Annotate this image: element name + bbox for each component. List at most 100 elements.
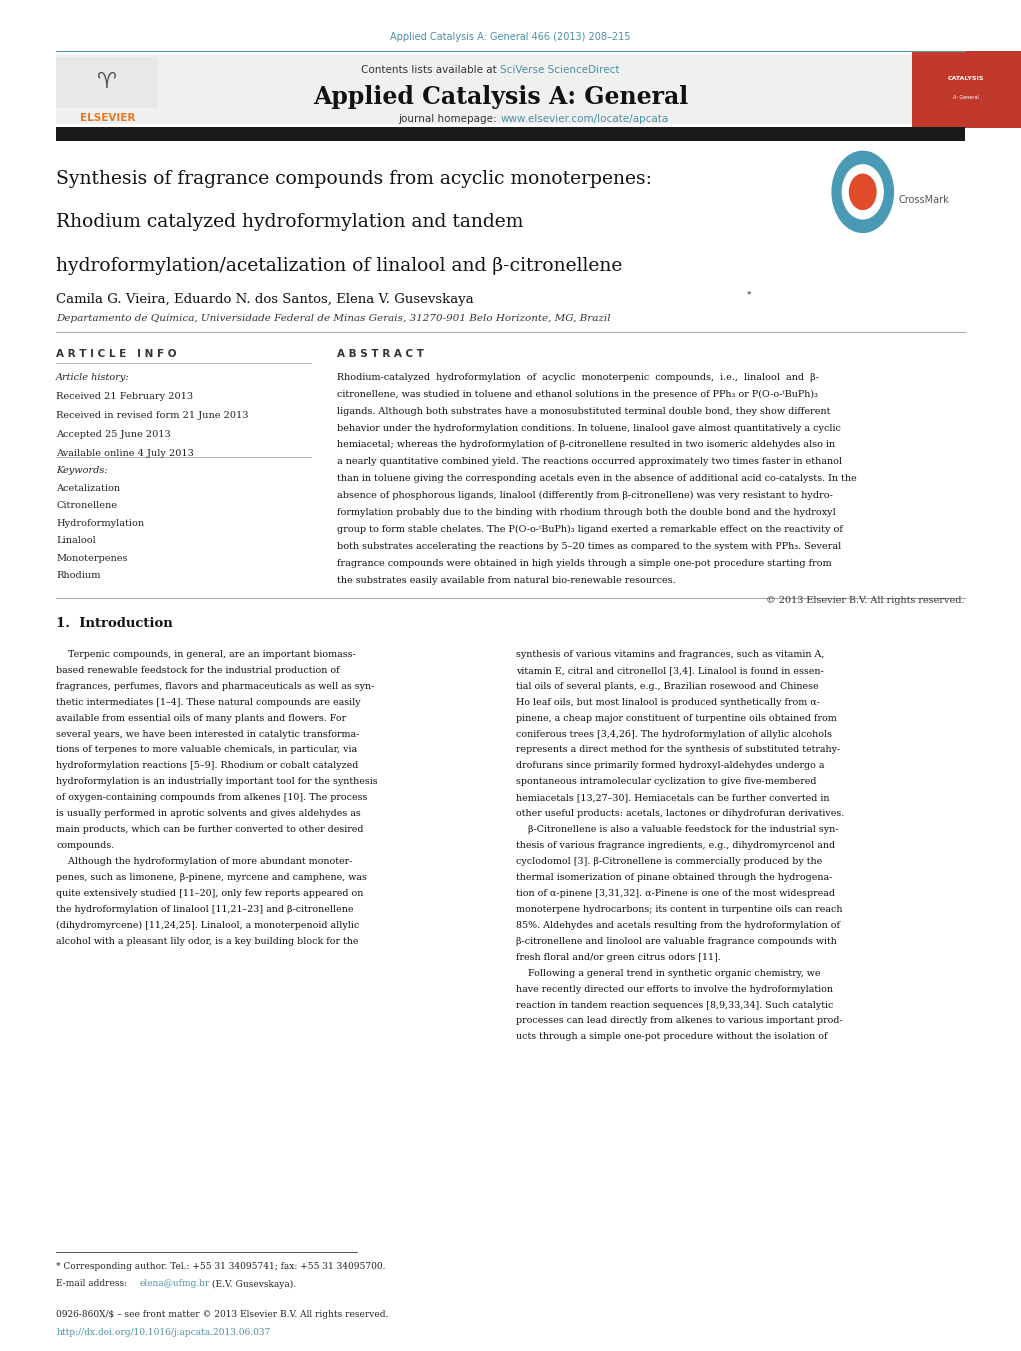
- Text: based renewable feedstock for the industrial production of: based renewable feedstock for the indust…: [56, 666, 340, 674]
- Text: Although the hydroformylation of more abundant monoter-: Although the hydroformylation of more ab…: [56, 857, 352, 866]
- Text: journal homepage:: journal homepage:: [398, 113, 500, 124]
- Text: hydroformylation reactions [5–9]. Rhodium or cobalt catalyzed: hydroformylation reactions [5–9]. Rhodiu…: [56, 762, 358, 770]
- Text: β-Citronellene is also a valuable feedstock for the industrial syn-: β-Citronellene is also a valuable feedst…: [516, 825, 838, 834]
- Text: group to form stable chelates. The P(O-o-ᵗBuPh)₃ ligand exerted a remarkable eff: group to form stable chelates. The P(O-o…: [337, 526, 842, 534]
- Text: other useful products: acetals, lactones or dihydrofuran derivatives.: other useful products: acetals, lactones…: [516, 809, 843, 819]
- Text: synthesis of various vitamins and fragrances, such as vitamin A,: synthesis of various vitamins and fragra…: [516, 650, 824, 659]
- Text: A R T I C L E   I N F O: A R T I C L E I N F O: [56, 349, 177, 358]
- Text: http://dx.doi.org/10.1016/j.apcata.2013.06.037: http://dx.doi.org/10.1016/j.apcata.2013.…: [56, 1328, 271, 1337]
- Text: main products, which can be further converted to other desired: main products, which can be further conv…: [56, 825, 363, 834]
- Text: reaction in tandem reaction sequences [8,9,33,34]. Such catalytic: reaction in tandem reaction sequences [8…: [516, 1001, 833, 1009]
- Text: Accepted 25 June 2013: Accepted 25 June 2013: [56, 430, 171, 439]
- Text: fragrance compounds were obtained in high yields through a simple one-pot proced: fragrance compounds were obtained in hig…: [337, 559, 831, 567]
- Text: 0926-860X/$ – see front matter © 2013 Elsevier B.V. All rights reserved.: 0926-860X/$ – see front matter © 2013 El…: [56, 1310, 389, 1320]
- Text: vitamin E, citral and citronellol [3,4]. Linalool is found in essen-: vitamin E, citral and citronellol [3,4].…: [516, 666, 823, 674]
- Circle shape: [842, 165, 883, 219]
- Text: hemiacetals [13,27–30]. Hemiacetals can be further converted in: hemiacetals [13,27–30]. Hemiacetals can …: [516, 793, 829, 802]
- Text: penes, such as limonene, β-pinene, myrcene and camphene, was: penes, such as limonene, β-pinene, myrce…: [56, 873, 367, 882]
- Text: Acetalization: Acetalization: [56, 484, 120, 493]
- Text: citronellene, was studied in toluene and ethanol solutions in the presence of PP: citronellene, was studied in toluene and…: [337, 390, 818, 399]
- Text: A: General: A: General: [953, 95, 979, 100]
- Text: hydroformylation is an industrially important tool for the synthesis: hydroformylation is an industrially impo…: [56, 777, 378, 786]
- Text: Monoterpenes: Monoterpenes: [56, 554, 128, 563]
- Text: Hydroformylation: Hydroformylation: [56, 519, 144, 528]
- Text: Rhodium-catalyzed  hydroformylation  of  acyclic  monoterpenic  compounds,  i.e.: Rhodium-catalyzed hydroformylation of ac…: [337, 373, 819, 382]
- Text: CATALYSIS: CATALYSIS: [947, 76, 984, 81]
- Bar: [56, 57, 158, 108]
- Text: Available online 4 July 2013: Available online 4 July 2013: [56, 449, 194, 458]
- Text: A B S T R A C T: A B S T R A C T: [337, 349, 424, 358]
- Text: of oxygen-containing compounds from alkenes [10]. The process: of oxygen-containing compounds from alke…: [56, 793, 368, 802]
- Text: a nearly quantitative combined yield. The reactions occurred approximately two t: a nearly quantitative combined yield. Th…: [337, 457, 842, 466]
- Text: 1.  Introduction: 1. Introduction: [56, 617, 173, 631]
- Text: ligands. Although both substrates have a monosubstituted terminal double bond, t: ligands. Although both substrates have a…: [337, 407, 830, 416]
- Text: compounds.: compounds.: [56, 842, 114, 850]
- Text: represents a direct method for the synthesis of substituted tetrahy-: represents a direct method for the synth…: [516, 746, 840, 754]
- Text: *: *: [746, 290, 750, 299]
- Text: spontaneous intramolecular cyclization to give five-membered: spontaneous intramolecular cyclization t…: [516, 777, 816, 786]
- Text: Applied Catalysis A: General 466 (2013) 208–215: Applied Catalysis A: General 466 (2013) …: [390, 32, 631, 42]
- Text: monoterpene hydrocarbons; its content in turpentine oils can reach: monoterpene hydrocarbons; its content in…: [516, 905, 842, 913]
- Text: Linalool: Linalool: [56, 536, 96, 546]
- Text: formylation probably due to the binding with rhodium through both the double bon: formylation probably due to the binding …: [337, 508, 835, 517]
- Text: © 2013 Elsevier B.V. All rights reserved.: © 2013 Elsevier B.V. All rights reserved…: [767, 597, 965, 605]
- Text: Received in revised form 21 June 2013: Received in revised form 21 June 2013: [56, 411, 249, 420]
- Text: behavior under the hydroformylation conditions. In toluene, linalool gave almost: behavior under the hydroformylation cond…: [337, 424, 841, 432]
- Text: have recently directed our efforts to involve the hydroformylation: have recently directed our efforts to in…: [516, 985, 832, 993]
- Bar: [56, 54, 912, 124]
- Text: (E.V. Gusevskaya).: (E.V. Gusevskaya).: [209, 1279, 296, 1289]
- Text: drofurans since primarily formed hydroxyl-aldehydes undergo a: drofurans since primarily formed hydroxy…: [516, 762, 824, 770]
- Text: CrossMark: CrossMark: [898, 195, 950, 205]
- Circle shape: [832, 151, 893, 232]
- Text: the hydroformylation of linalool [11,21–23] and β-citronellene: the hydroformylation of linalool [11,21–…: [56, 905, 353, 913]
- Text: the substrates easily available from natural bio-renewable resources.: the substrates easily available from nat…: [337, 576, 676, 585]
- Text: Contents lists available at: Contents lists available at: [361, 65, 500, 76]
- Text: (dihydromyrcene) [11,24,25]. Linalool, a monoterpenoid allylic: (dihydromyrcene) [11,24,25]. Linalool, a…: [56, 921, 359, 929]
- Text: is usually performed in aprotic solvents and gives aldehydes as: is usually performed in aprotic solvents…: [56, 809, 360, 819]
- Text: Following a general trend in synthetic organic chemistry, we: Following a general trend in synthetic o…: [516, 969, 820, 978]
- Text: Departamento de Química, Universidade Federal de Minas Gerais, 31270-901 Belo Ho: Departamento de Química, Universidade Fe…: [56, 313, 611, 323]
- Text: Rhodium: Rhodium: [56, 571, 101, 581]
- Text: Rhodium catalyzed hydroformylation and tandem: Rhodium catalyzed hydroformylation and t…: [56, 213, 524, 231]
- Text: quite extensively studied [11–20], only few reports appeared on: quite extensively studied [11–20], only …: [56, 889, 363, 898]
- Text: fragrances, perfumes, flavors and pharmaceuticals as well as syn-: fragrances, perfumes, flavors and pharma…: [56, 682, 375, 690]
- Text: 85%. Aldehydes and acetals resulting from the hydroformylation of: 85%. Aldehydes and acetals resulting fro…: [516, 921, 839, 929]
- Text: β-citronellene and linolool are valuable fragrance compounds with: β-citronellene and linolool are valuable…: [516, 936, 836, 946]
- Text: ucts through a simple one-pot procedure without the isolation of: ucts through a simple one-pot procedure …: [516, 1032, 827, 1042]
- Text: * Corresponding author. Tel.: +55 31 34095741; fax: +55 31 34095700.: * Corresponding author. Tel.: +55 31 340…: [56, 1262, 386, 1271]
- Text: elena@ufmg.br: elena@ufmg.br: [140, 1279, 210, 1289]
- Text: ELSEVIER: ELSEVIER: [80, 112, 135, 123]
- Text: thesis of various fragrance ingredients, e.g., dihydromyrcenol and: thesis of various fragrance ingredients,…: [516, 842, 835, 850]
- Text: than in toluene giving the corresponding acetals even in the absence of addition: than in toluene giving the corresponding…: [337, 474, 857, 484]
- Text: hydroformylation/acetalization of linalool and β-citronellene: hydroformylation/acetalization of linalo…: [56, 257, 623, 274]
- Text: Camila G. Vieira, Eduardo N. dos Santos, Elena V. Gusevskaya: Camila G. Vieira, Eduardo N. dos Santos,…: [56, 293, 474, 307]
- Text: coniferous trees [3,4,26]. The hydroformylation of allylic alcohols: coniferous trees [3,4,26]. The hydroform…: [516, 730, 832, 739]
- Text: tions of terpenes to more valuable chemicals, in particular, via: tions of terpenes to more valuable chemi…: [56, 746, 357, 754]
- Text: tion of α-pinene [3,31,32]. α-Pinene is one of the most widespread: tion of α-pinene [3,31,32]. α-Pinene is …: [516, 889, 834, 898]
- Text: E-mail address:: E-mail address:: [56, 1279, 130, 1289]
- Text: both substrates accelerating the reactions by 5–20 times as compared to the syst: both substrates accelerating the reactio…: [337, 542, 841, 551]
- Text: ♈: ♈: [97, 73, 117, 92]
- Text: www.elsevier.com/locate/apcata: www.elsevier.com/locate/apcata: [500, 113, 669, 124]
- Text: available from essential oils of many plants and flowers. For: available from essential oils of many pl…: [56, 713, 346, 723]
- Bar: [912, 51, 1021, 128]
- Text: Citronellene: Citronellene: [56, 501, 117, 511]
- Circle shape: [849, 174, 876, 209]
- Text: alcohol with a pleasant lily odor, is a key building block for the: alcohol with a pleasant lily odor, is a …: [56, 936, 358, 946]
- Text: processes can lead directly from alkenes to various important prod-: processes can lead directly from alkenes…: [516, 1016, 842, 1025]
- Text: Received 21 February 2013: Received 21 February 2013: [56, 392, 193, 401]
- Text: Keywords:: Keywords:: [56, 466, 108, 476]
- Text: thetic intermediates [1–4]. These natural compounds are easily: thetic intermediates [1–4]. These natura…: [56, 697, 360, 707]
- Text: cyclodomol [3]. β-Citronellene is commercially produced by the: cyclodomol [3]. β-Citronellene is commer…: [516, 857, 822, 866]
- Bar: [56, 127, 965, 141]
- Text: tial oils of several plants, e.g., Brazilian rosewood and Chinese: tial oils of several plants, e.g., Brazi…: [516, 682, 818, 690]
- Text: hemiacetal; whereas the hydroformylation of β-citronellene resulted in two isome: hemiacetal; whereas the hydroformylation…: [337, 440, 835, 450]
- Text: Applied Catalysis A: General: Applied Catalysis A: General: [312, 85, 688, 109]
- Text: thermal isomerization of pinane obtained through the hydrogena-: thermal isomerization of pinane obtained…: [516, 873, 832, 882]
- Text: Ho leaf oils, but most linalool is produced synthetically from α-: Ho leaf oils, but most linalool is produ…: [516, 697, 820, 707]
- Text: absence of phosphorous ligands, linalool (differently from β-citronellene) was v: absence of phosphorous ligands, linalool…: [337, 492, 833, 500]
- Text: several years, we have been interested in catalytic transforma-: several years, we have been interested i…: [56, 730, 359, 739]
- Text: SciVerse ScienceDirect: SciVerse ScienceDirect: [500, 65, 620, 76]
- Text: Terpenic compounds, in general, are an important biomass-: Terpenic compounds, in general, are an i…: [56, 650, 356, 659]
- Text: fresh floral and/or green citrus odors [11].: fresh floral and/or green citrus odors […: [516, 952, 721, 962]
